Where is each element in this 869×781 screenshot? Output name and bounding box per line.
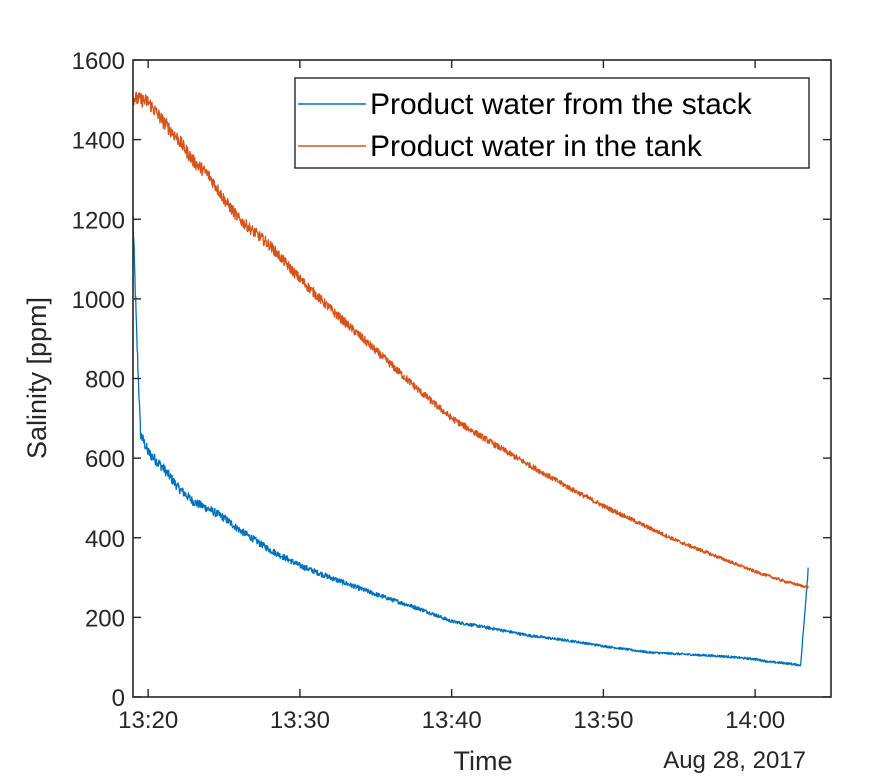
x-tick-label: 13:50 [573, 707, 633, 734]
y-tick-label: 400 [85, 526, 125, 553]
x-tick-label: 13:20 [118, 707, 178, 734]
y-tick-label: 1200 [72, 207, 125, 234]
x-axis-label: Time [454, 746, 513, 776]
series-layer [132, 91, 809, 667]
y-tick-label: 200 [85, 605, 125, 632]
y-tick-label: 0 [112, 685, 125, 712]
y-tick-label: 800 [85, 367, 125, 394]
legend-label-stack: Product water from the stack [370, 88, 753, 121]
legend-box [294, 77, 810, 169]
y-tick-label: 600 [85, 446, 125, 473]
legend-label-tank: Product water in the tank [370, 130, 703, 163]
series-line-tank [132, 91, 809, 589]
y-tick-label: 1600 [72, 48, 125, 75]
ticks-layer: 0 200 400 600 800 1000 1200 1400 1600 13:20 13:30 1… [72, 48, 831, 734]
x-tick-label: 14:00 [725, 707, 785, 734]
x-tick-label: 13:40 [422, 707, 482, 734]
y-tick-label: 1400 [72, 128, 125, 155]
series-line-stack [132, 215, 809, 667]
date-label: Aug 28, 2017 [663, 747, 806, 774]
legend: Product water from the stack Product wat… [294, 77, 810, 169]
y-tick-label: 1000 [72, 287, 125, 314]
y-axis-label: Salinity [ppm] [22, 297, 52, 459]
x-tick-label: 13:30 [270, 707, 330, 734]
